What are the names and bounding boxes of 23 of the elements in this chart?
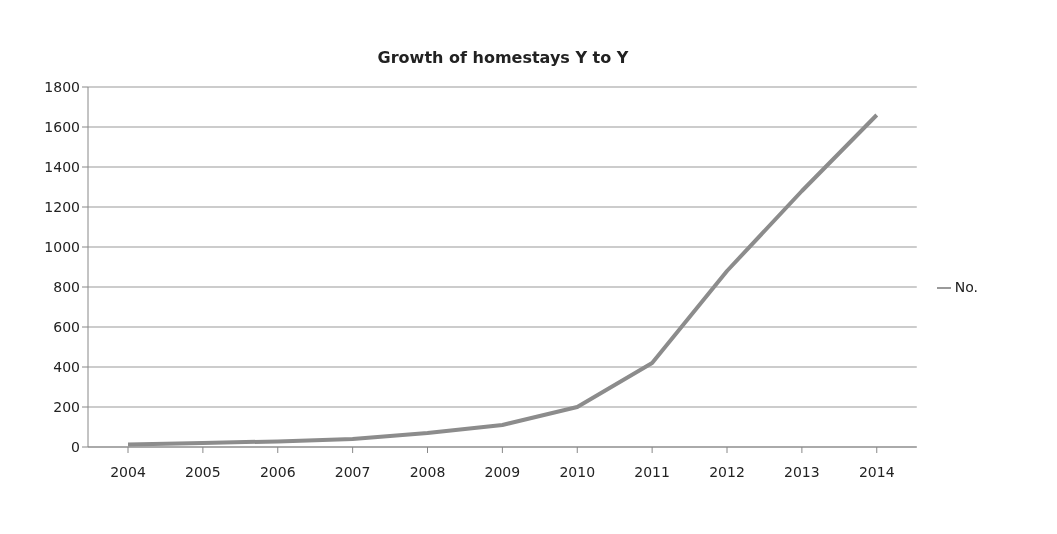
y-tick-label: 1600 (44, 118, 80, 135)
chart-title: Growth of homestays Y to Y (376, 47, 630, 67)
y-tick-label: 1000 (44, 238, 80, 255)
x-tick-label: 2010 (559, 463, 596, 480)
y-tick-label: 200 (53, 398, 80, 415)
y-tick-label: 400 (53, 358, 80, 375)
x-tick-label: 2013 (784, 463, 820, 480)
y-tick-label: 800 (53, 278, 80, 295)
y-tick-label: 1400 (44, 158, 80, 175)
x-tick-label: 2007 (334, 463, 371, 480)
legend-label: No. (954, 279, 978, 295)
y-tick-label: 1800 (44, 78, 80, 95)
x-tick-label: 2008 (409, 463, 446, 480)
x-tick-label: 2009 (484, 463, 521, 480)
x-tick-label: 2014 (858, 463, 895, 480)
x-tick-label: 2011 (634, 463, 670, 480)
x-tick-label: 2006 (259, 463, 296, 480)
x-tick-label: 2004 (110, 463, 146, 480)
y-tick-label: 1200 (44, 198, 80, 215)
y-tick-label: 600 (53, 318, 80, 335)
x-tick-label: 2005 (185, 463, 221, 480)
x-tick-label: 2012 (709, 463, 745, 480)
y-tick-label: 0 (71, 438, 80, 455)
